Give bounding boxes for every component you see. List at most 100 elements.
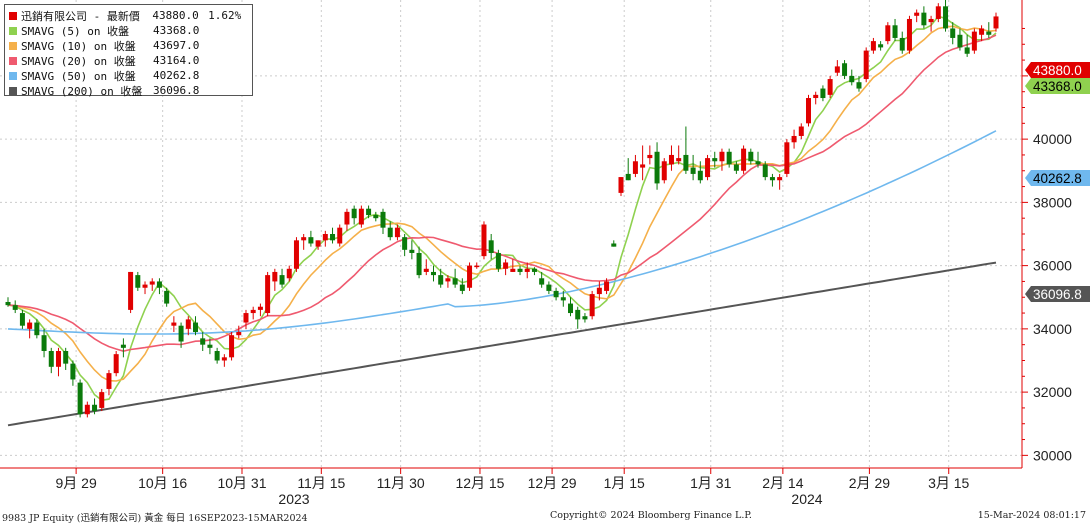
legend-value: 36096.8	[153, 84, 200, 97]
candle-body	[647, 154, 653, 159]
candle	[863, 47, 869, 83]
candle-body	[308, 237, 314, 244]
moving-average-lines	[7, 15, 997, 427]
candle-body	[604, 281, 610, 291]
candle	[48, 347, 54, 374]
candle-body	[200, 338, 206, 345]
candle	[762, 161, 768, 181]
candle-body	[394, 227, 400, 238]
candle-body	[899, 37, 905, 51]
candle	[142, 281, 148, 295]
value-tag-label: 43880.0	[1033, 63, 1082, 78]
legend-label: SMAVG (20) on 收盤	[21, 54, 136, 68]
candle	[769, 173, 775, 187]
candle	[409, 240, 415, 260]
last-value-tag: 43880.0	[1025, 62, 1090, 78]
legend-swatch	[9, 26, 17, 35]
candle	[387, 221, 393, 241]
footer-timestamp: 15-Mar-2024 08:01:17	[977, 510, 1086, 521]
candle	[560, 290, 566, 307]
candle-body	[135, 275, 141, 288]
candle-body	[55, 351, 61, 367]
candle	[70, 360, 76, 386]
footer-security-info: 9983 JP Equity (迅銷有限公司) 黃金 每日 16SEP2023-…	[2, 513, 308, 524]
candle-body	[697, 170, 703, 181]
legend-swatch	[9, 86, 17, 95]
candle-body	[120, 344, 126, 348]
candle	[632, 154, 638, 178]
candle-body	[452, 278, 458, 285]
candle	[553, 287, 559, 301]
candle	[834, 60, 840, 76]
candle	[99, 388, 105, 412]
candle-body	[438, 275, 444, 285]
candle	[55, 347, 61, 377]
x-tick-label: 10月 31	[217, 475, 266, 491]
candle-body	[748, 151, 754, 162]
legend-label: SMAVG (50) on 收盤	[21, 69, 136, 83]
footer-copyright: Copyright© 2024 Bloomberg Finance L.P.	[550, 510, 752, 521]
candle	[827, 75, 833, 99]
candle	[964, 34, 970, 57]
candle	[950, 22, 956, 45]
candle	[106, 369, 112, 396]
candle	[935, 3, 941, 23]
candle	[596, 281, 602, 301]
candle-body	[719, 151, 725, 162]
candle	[19, 309, 25, 329]
candle-body	[214, 351, 220, 361]
candle-body	[474, 265, 480, 268]
x-tick-label: 10月 16	[138, 475, 187, 491]
candle	[380, 208, 386, 234]
candle-body	[755, 161, 761, 165]
candle	[337, 224, 343, 247]
value-tag-background	[1025, 170, 1090, 186]
candle-body	[928, 18, 934, 23]
value-tag-background	[1025, 78, 1090, 94]
candle-body	[553, 290, 559, 298]
x-tick-label: 1月 15	[604, 475, 645, 491]
candle	[308, 230, 314, 247]
candle	[870, 37, 876, 54]
candle-body	[943, 6, 949, 29]
candle-body	[582, 316, 588, 320]
candle	[697, 161, 703, 184]
candle-body	[510, 268, 516, 272]
candle	[488, 234, 494, 260]
y-tick-label: 32000	[1033, 384, 1072, 400]
candle-body	[106, 373, 112, 389]
candle-body	[993, 16, 999, 29]
candle	[524, 262, 530, 279]
x-tick-label: 9月 29	[55, 475, 96, 491]
candle	[423, 259, 429, 276]
candle	[265, 271, 271, 317]
candle-body	[387, 227, 393, 238]
candle-body	[344, 211, 350, 225]
candle-body	[351, 208, 357, 219]
candle	[914, 9, 920, 23]
candle-body	[84, 404, 90, 415]
candle	[899, 31, 905, 54]
candle-body	[193, 322, 199, 333]
candle-body	[445, 278, 451, 282]
candle-body	[640, 164, 646, 168]
candle-body	[834, 66, 840, 73]
candle-body	[618, 177, 624, 193]
candle-body	[683, 154, 689, 171]
candle-body	[813, 94, 819, 99]
candle-body	[373, 215, 379, 219]
candle-body	[41, 335, 47, 351]
legend-label: SMAVG (200) on 收盤	[21, 84, 143, 98]
candle-body	[625, 173, 631, 181]
candle-body	[149, 281, 155, 285]
candle-body	[986, 31, 992, 35]
y-tick-label: 38000	[1033, 194, 1072, 210]
candle-body	[243, 313, 249, 323]
x-tick-label: 2月 14	[762, 475, 803, 491]
legend-row-smavg-200: SMAVG (200) on 收盤 36096.8	[9, 83, 248, 98]
candle	[690, 154, 696, 181]
x-tick-label: 12月 15	[455, 475, 504, 491]
candle-body	[596, 287, 602, 295]
candle-body	[12, 305, 18, 310]
candle-body	[34, 322, 40, 336]
